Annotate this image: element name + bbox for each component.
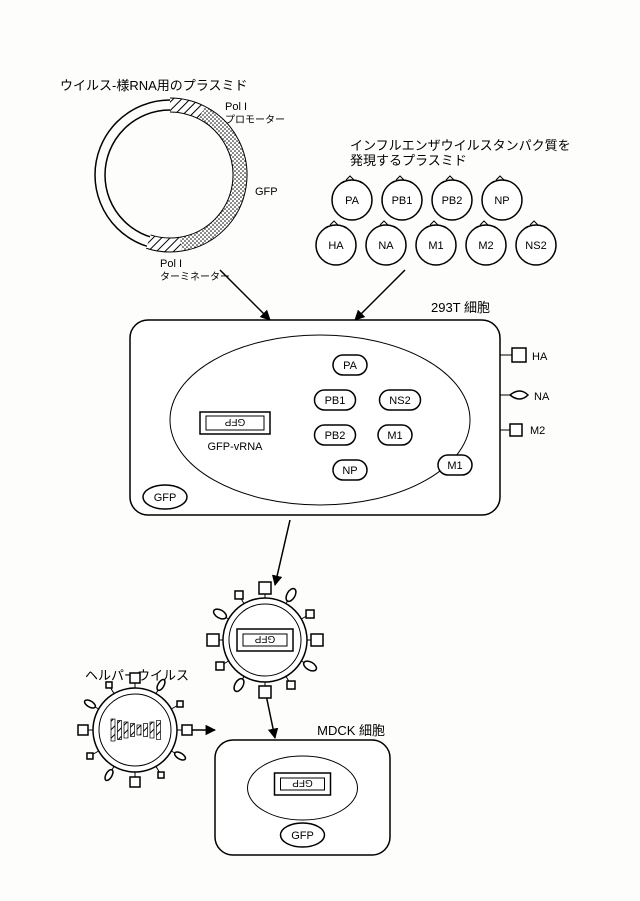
spike-m2 (306, 610, 314, 618)
spike-ha (311, 634, 323, 646)
pill-np-label: NP (342, 465, 357, 477)
genome-segment (118, 721, 122, 740)
genome-segment (124, 722, 128, 738)
pill-pb1-label: PB1 (325, 395, 346, 407)
m2-icon (510, 424, 522, 436)
mdck-gfp-label: GFP (291, 830, 314, 842)
plasmid-label: PB1 (392, 195, 413, 207)
pill-ns2-label: NS2 (389, 395, 410, 407)
plasmid-label: NS2 (525, 240, 546, 252)
spike (87, 753, 93, 759)
promoter-segment (170, 105, 202, 113)
plasmid-label: NP (494, 195, 509, 207)
ha-icon (512, 348, 526, 362)
gfp-ring-label: GFP (255, 186, 278, 198)
spike-m2 (235, 591, 243, 599)
spike-ha (259, 582, 271, 594)
vlp-gfp: GFP (254, 633, 275, 644)
ha-label: HA (532, 351, 548, 363)
terminator-segment (148, 242, 181, 245)
genome-segment (111, 719, 115, 741)
terminator-sub: ターミネーター (160, 271, 230, 283)
spike (78, 725, 88, 735)
plasmid-label: HA (328, 240, 344, 252)
title-protein: インフルエンザウイルスタンパク質を (350, 138, 571, 153)
m2-label: M2 (530, 425, 545, 437)
spike-ha (259, 686, 271, 698)
title-plasmid: ウイルス-様RNA用のプラスミド (60, 78, 248, 93)
title-mdck: MDCK 細胞 (317, 723, 385, 738)
gfp-badge-label: GFP (154, 492, 177, 504)
plasmid-label: PB2 (442, 195, 463, 207)
promoter-label: Pol I (225, 101, 247, 113)
title-293t: 293T 細胞 (431, 300, 490, 315)
plasmid-label: M2 (478, 240, 493, 252)
promoter-sub: プロモーター (225, 114, 285, 126)
genome-segment (157, 721, 161, 740)
helper-virus (93, 688, 177, 772)
spike (182, 725, 192, 735)
na-label: NA (534, 391, 550, 403)
vrna-text: GFP (224, 416, 245, 427)
spike (177, 701, 183, 707)
pill-m1-label: M1 (387, 430, 402, 442)
pill-m1-outer-label: M1 (447, 460, 462, 472)
spike-m2 (287, 681, 295, 689)
genome-segment (137, 725, 141, 735)
pill-pb2-label: PB2 (325, 430, 346, 442)
title-protein: 発現するプラスミド (350, 153, 467, 168)
genome-segment (144, 724, 148, 737)
spike-m2 (216, 662, 224, 670)
mdck-gfp-inner: GFP (292, 777, 313, 788)
spike (158, 772, 164, 778)
plasmid-label: PA (345, 195, 360, 207)
pill-pa-label: PA (343, 360, 358, 372)
spike (130, 777, 140, 787)
spike-ha (207, 634, 219, 646)
vrna-label: GFP-vRNA (208, 441, 264, 453)
plasmid-label: NA (378, 240, 394, 252)
spike (106, 682, 112, 688)
plasmid-label: M1 (428, 240, 443, 252)
terminator-label: Pol I (160, 258, 182, 270)
spike (130, 673, 140, 683)
cell-293t (130, 320, 500, 515)
genome-segment (150, 722, 154, 738)
genome-segment (131, 724, 135, 737)
